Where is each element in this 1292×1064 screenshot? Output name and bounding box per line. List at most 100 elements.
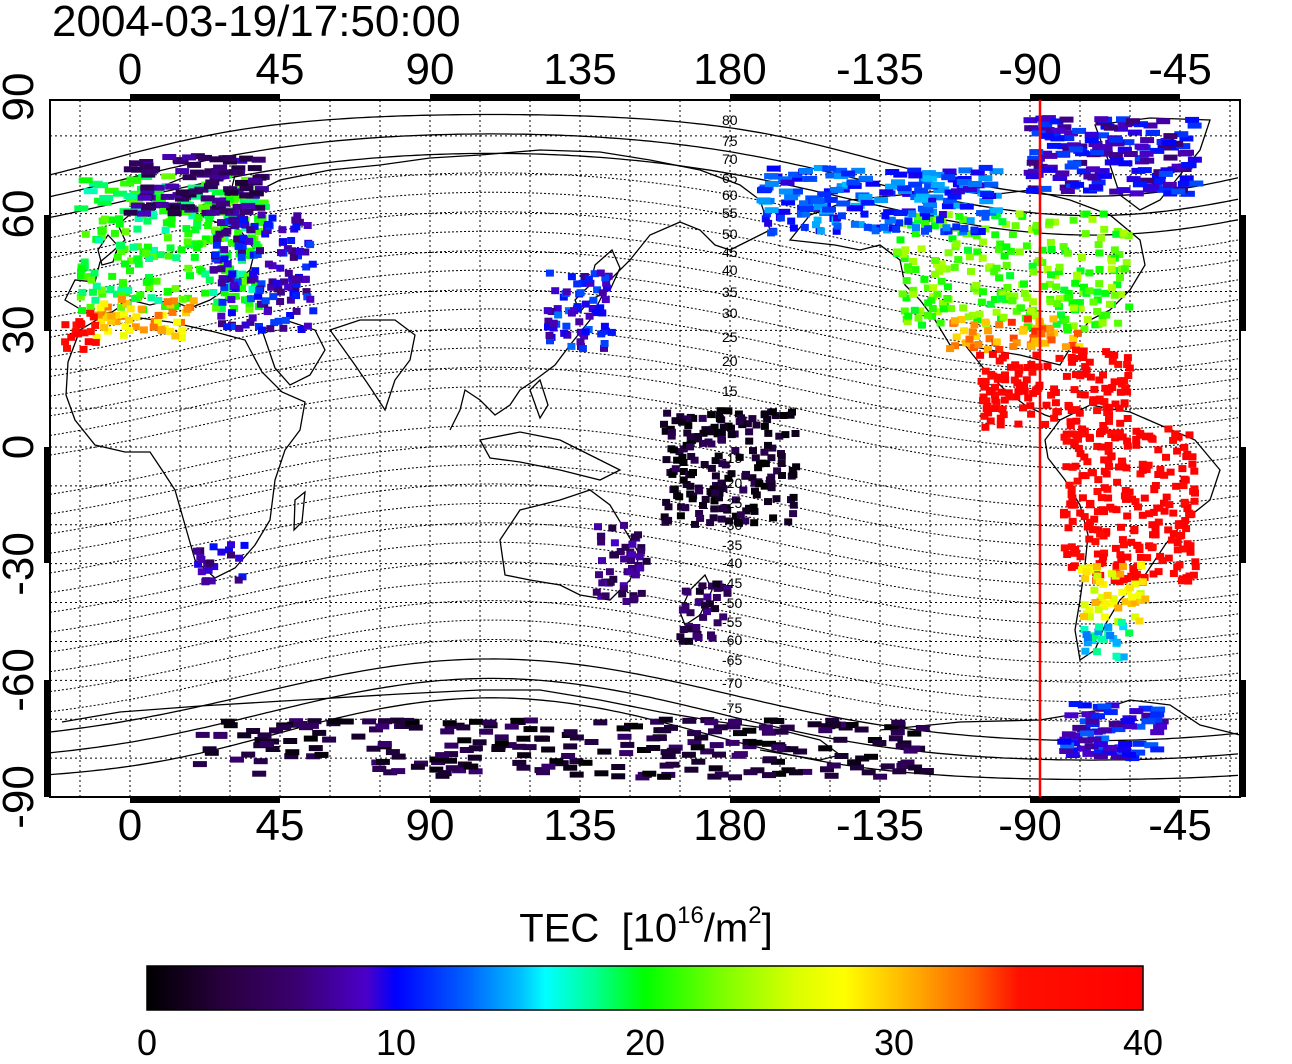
tec-cell (990, 268, 999, 276)
left-lat-label: 60 (0, 189, 43, 239)
tec-cell (826, 721, 841, 728)
tec-cell (1104, 457, 1113, 465)
contour-line (50, 483, 1239, 567)
tec-cell (563, 729, 578, 736)
tec-cell (1110, 378, 1119, 386)
tec-cell (581, 300, 590, 308)
tec-cell (1182, 525, 1191, 533)
tec-cell (812, 221, 820, 229)
contour-line (50, 502, 1239, 586)
tec-cell (255, 286, 264, 294)
tec-cell (1189, 180, 1204, 187)
tec-cell (1067, 485, 1076, 493)
tec-cell (687, 730, 702, 737)
tec-cell (976, 210, 991, 217)
tec-cell (1153, 723, 1168, 730)
tec-cell (120, 180, 135, 187)
tec-cell (1100, 467, 1109, 475)
tec-cell (750, 507, 759, 515)
tec-cell (1055, 170, 1070, 177)
tec-cell (1068, 701, 1083, 707)
tec-cell (1116, 274, 1124, 281)
tec-cell (549, 758, 564, 765)
tec-cell (1130, 527, 1139, 535)
tec-cell (1093, 741, 1108, 748)
tec-cell (1023, 169, 1038, 176)
tec-cell (1112, 638, 1121, 646)
tec-cell (929, 194, 944, 201)
tec-cell (1091, 538, 1100, 546)
contour-line (50, 250, 1239, 333)
tec-cell (600, 340, 609, 347)
colorbar-title: TEC [1016/m2] (0, 902, 1292, 951)
tec-cell (1046, 238, 1055, 246)
tec-cell (772, 495, 781, 503)
tec-cell (257, 326, 266, 334)
tec-cell (161, 226, 170, 234)
contour-line (50, 541, 1239, 625)
tec-cell (286, 312, 295, 319)
tec-cell (601, 592, 610, 600)
tec-cell (91, 321, 100, 329)
contour-line (50, 327, 1239, 411)
tec-cell (1150, 486, 1159, 494)
contour-label: 60 (722, 187, 738, 203)
tec-cell (1163, 133, 1178, 140)
bottom-lon-label: -90 (998, 801, 1062, 850)
tec-cell (667, 432, 676, 440)
tec-cell (1076, 372, 1085, 380)
tec-cell (231, 221, 240, 229)
tec-cell (950, 188, 965, 195)
tec-cell (959, 182, 974, 189)
tec-cell (769, 514, 778, 522)
tec-cell (742, 507, 751, 515)
tec-cell (944, 211, 953, 219)
tec-cell (183, 238, 192, 246)
tec-cell (735, 453, 744, 461)
tec-cell (1160, 507, 1169, 515)
tec-cell (1150, 147, 1165, 154)
tec-cell (1190, 497, 1199, 505)
tec-cell (699, 502, 707, 509)
tec-cell (775, 432, 784, 440)
tec-cell (133, 255, 142, 263)
tec-cell (154, 311, 163, 319)
contour-line (50, 269, 1239, 353)
tec-cell (192, 547, 201, 555)
tec-cell (1040, 282, 1048, 290)
tec-cell (978, 254, 987, 262)
tec-cell (1097, 428, 1106, 435)
tec-cell (1031, 312, 1040, 320)
tec-cell (1025, 173, 1040, 180)
tec-cell (1164, 554, 1173, 562)
tec-cell (512, 743, 527, 750)
tec-cell (254, 292, 263, 300)
tec-cell (919, 207, 934, 214)
tec-cell (209, 156, 224, 163)
tec-cell (679, 459, 688, 466)
tec-cell (139, 326, 148, 334)
tec-cell (468, 745, 483, 752)
tec-cell (892, 768, 907, 775)
tec-cell (546, 337, 554, 345)
tec-cell (395, 722, 410, 729)
tec-cell (112, 318, 121, 326)
tec-cell (922, 213, 931, 221)
tec-cell (1114, 125, 1128, 132)
tec-cell (151, 196, 166, 202)
tec-cell (1060, 544, 1069, 552)
tec-cell (708, 634, 717, 642)
tec-cell (784, 194, 799, 201)
tec-cell (1059, 748, 1074, 754)
tec-cell (1094, 116, 1109, 123)
tec-cell (616, 725, 631, 732)
tec-cell (207, 577, 216, 585)
tec-cell (855, 755, 870, 762)
tec-cell (1132, 441, 1141, 449)
tec-cell (1024, 125, 1039, 132)
tec-cell (693, 433, 702, 440)
tec-cell (83, 188, 98, 195)
tec-cell (1163, 154, 1178, 161)
tec-cell (972, 281, 981, 289)
tec-cell (735, 519, 743, 527)
